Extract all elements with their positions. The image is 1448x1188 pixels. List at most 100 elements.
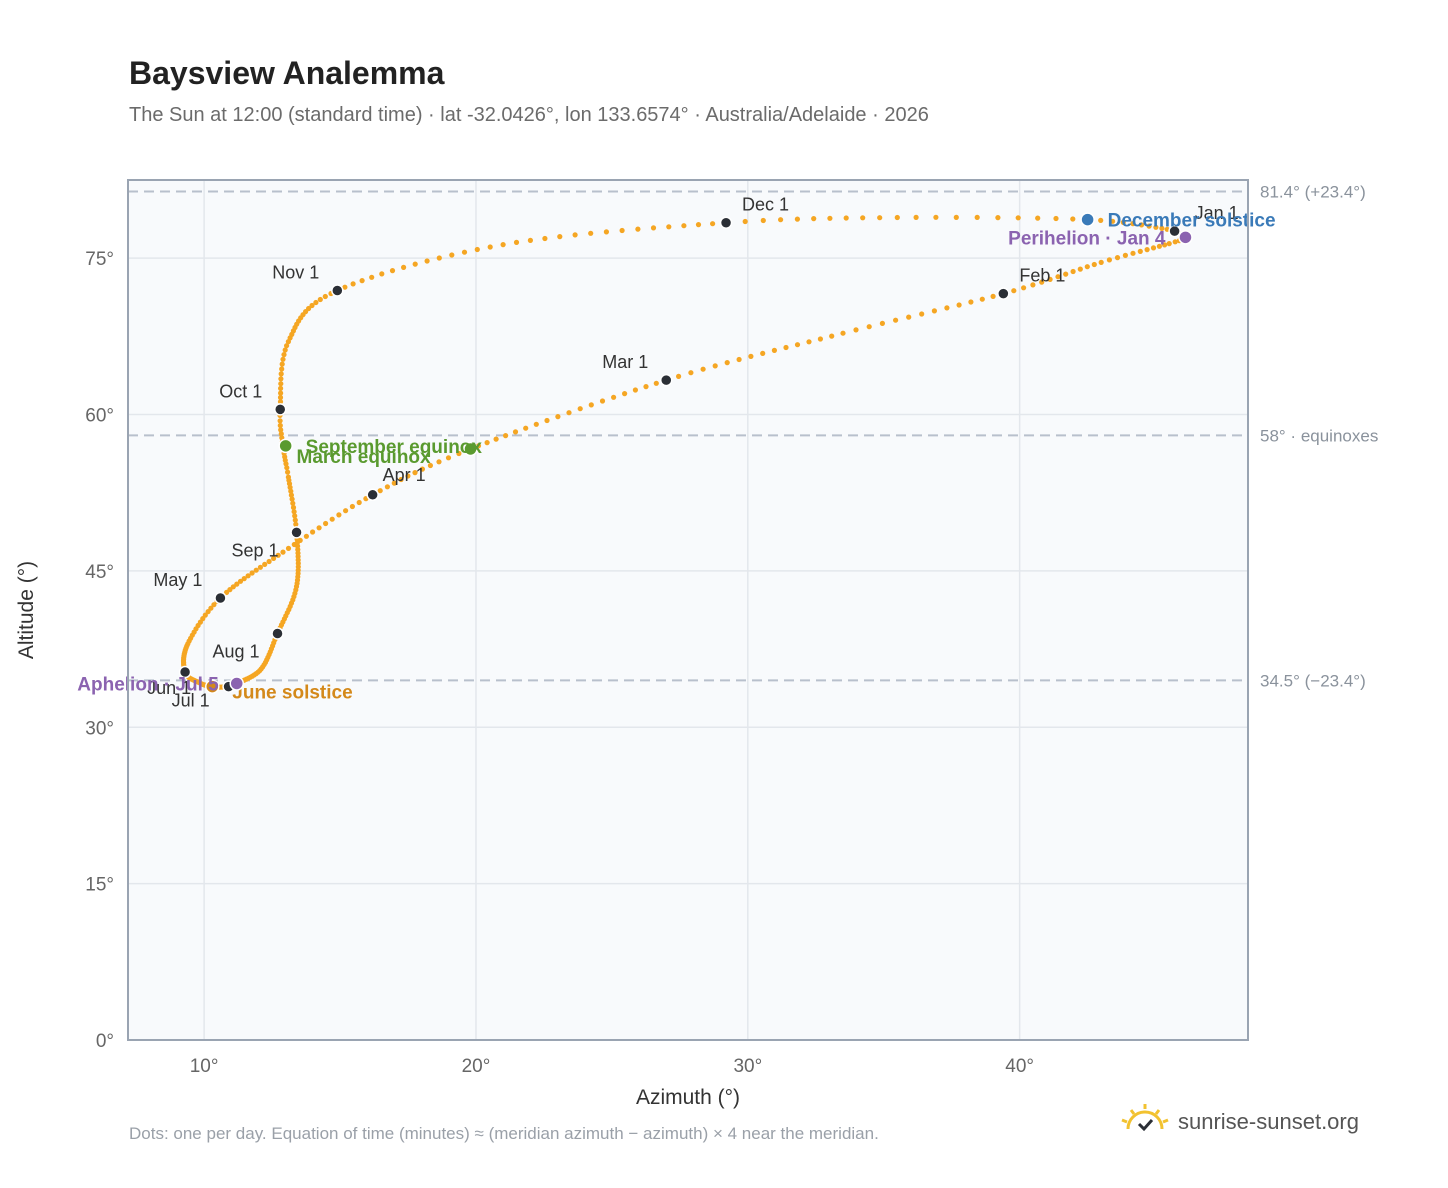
daily-sun-dot [1150,245,1157,251]
daily-sun-dot [827,215,833,221]
daily-sun-dot [676,373,682,379]
daily-sun-dot [811,216,817,222]
daily-sun-dot [277,399,284,405]
daily-sun-dot [577,406,583,412]
daily-sun-dot [310,529,316,535]
daily-sun-dot [277,422,283,429]
x-axis-label: Azimuth (°) [636,1086,740,1109]
daily-sun-dot [288,492,294,498]
daily-sun-dot [542,235,548,242]
daily-sun-dot [588,402,594,408]
daily-sun-dot [500,242,506,248]
daily-sun-dot [292,513,298,519]
daily-sun-dot [695,222,702,228]
daily-sun-dot [1153,224,1159,230]
daily-sun-dot [266,558,272,565]
event-marker [205,679,220,694]
daily-sun-dot [588,230,594,236]
daily-sun-dot [412,261,418,267]
daily-sun-dot [1120,219,1126,225]
daily-sun-dot [356,499,362,506]
event-label: September equinox [306,437,483,458]
month-marker-label: Apr 1 [383,465,426,485]
month-marker [178,665,192,679]
daily-sun-dot [436,459,442,465]
daily-sun-dot [778,217,784,223]
daily-sun-dot [843,215,849,221]
daily-sun-dot [557,234,563,240]
daily-sun-dot [369,274,375,280]
daily-sun-dot [284,465,290,471]
month-marker-label: Jun 1 [147,678,191,698]
month-marker-label: Dec 1 [742,195,789,215]
event-label: December solstice [1108,211,1276,232]
daily-sun-dot [1114,255,1121,261]
daily-sun-dot [322,293,328,300]
daily-sun-dot [253,567,259,573]
daily-sun-dot [879,320,886,326]
daily-sun-dot [840,330,846,336]
brand-text: sunrise-sunset.org [1178,1108,1359,1134]
daily-sun-dot [979,296,985,302]
daily-sun-dot [1166,241,1172,247]
y-tick-label: 0° [96,1031,114,1052]
daily-sun-dot [449,252,455,258]
daily-sun-dot [336,512,342,518]
daily-sun-dot [681,223,687,229]
daily-sun-dot [401,264,407,270]
daily-sun-dot [619,227,625,234]
daily-sun-dot [384,484,390,490]
daily-sun-dot [249,570,255,576]
x-tick-label: 40° [1005,1056,1034,1077]
daily-sun-dot [350,281,356,287]
daily-sun-dot [632,387,639,393]
daily-sun-dot [1098,259,1104,265]
daily-sun-dot [282,347,288,353]
brand[interactable]: sunrise-sunset.org [1120,1102,1359,1141]
daily-sun-dot [474,246,480,253]
daily-sun-dot [512,429,519,435]
daily-sun-dot [211,602,217,608]
daily-sun-dot [1035,215,1041,221]
x-tick-label: 30° [733,1056,762,1077]
daily-sun-dot [377,488,383,494]
x-tick-label: 10° [190,1056,219,1077]
daily-sun-dot [412,470,418,476]
reference-line-label: 81.4° (+23.4°) [1260,182,1366,201]
month-marker [997,287,1010,300]
daily-sun-dot [278,371,284,377]
daily-sun-dot [760,217,766,224]
daily-sun-dot [688,370,694,376]
month-marker [660,373,673,387]
daily-sun-dot [280,356,286,362]
y-tick-label: 45° [85,562,114,583]
daily-sun-dot [285,474,291,480]
daily-sun-dot [956,302,962,308]
daily-sun-dot [736,356,742,363]
daily-sun-dot [290,504,297,511]
daily-sun-dot [527,237,534,243]
month-marker [273,403,287,416]
daily-sun-dot [853,327,859,333]
daily-sun-dot [1055,274,1061,280]
daily-sun-dot [278,427,284,433]
daily-sun-dot [427,462,433,469]
daily-sun-dot [712,363,718,369]
daily-sun-dot [1130,221,1136,227]
daily-sun-dot [513,239,520,245]
daily-sun-dot [278,385,284,391]
month-marker [290,526,303,539]
daily-sun-dot [1172,239,1178,245]
daily-sun-dot [794,342,801,348]
daily-sun-dot [342,284,348,290]
daily-sun-dot [1021,285,1027,291]
event-label: Perihelion · Jan 4 [1008,228,1166,249]
daily-sun-dot [1053,215,1059,222]
daily-sun-dot [277,418,283,424]
daily-sun-dot [1144,247,1150,253]
daily-sun-dot [456,450,462,457]
daily-sun-dot [292,517,298,523]
daily-sun-dot [1070,268,1076,275]
daily-sun-dot [309,302,315,309]
daily-sun-dot [829,333,835,339]
